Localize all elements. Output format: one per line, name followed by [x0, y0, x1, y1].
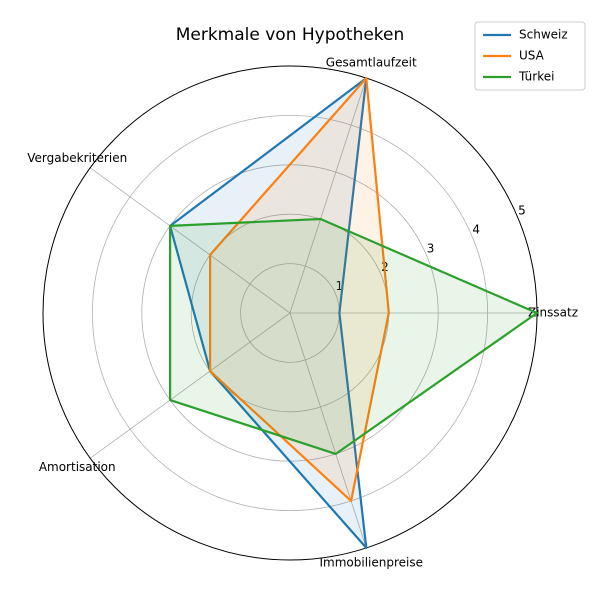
- legend-box: [474, 21, 586, 91]
- series-area: [170, 219, 537, 454]
- series-area: [170, 78, 367, 548]
- r-tick-label: 5: [518, 203, 526, 217]
- legend-label: USA: [519, 49, 545, 63]
- category-label: Immobilienpreise: [320, 556, 424, 570]
- series-area: [210, 78, 389, 501]
- spoke: [289, 77, 367, 314]
- legend-label: Türkei: [518, 70, 554, 84]
- category-label: Amortisation: [39, 460, 116, 474]
- chart-title: Merkmale von Hypotheken: [176, 25, 405, 45]
- spoke: [89, 312, 291, 459]
- category-label: Vergabekriterien: [27, 151, 127, 165]
- r-tick-label: 3: [427, 241, 435, 255]
- r-tick-label: 4: [472, 222, 480, 236]
- series-line: [209, 77, 390, 502]
- category-label: Zinssatz: [528, 306, 578, 320]
- series-line: [169, 77, 368, 549]
- category-label: Gesamtlaufzeit: [326, 55, 417, 69]
- spoke: [289, 312, 367, 549]
- grid-ring: [91, 114, 489, 512]
- r-tick-label: 1: [336, 279, 344, 293]
- spoke: [89, 167, 291, 314]
- legend-label: Schweiz: [519, 28, 568, 42]
- series-line: [169, 217, 539, 455]
